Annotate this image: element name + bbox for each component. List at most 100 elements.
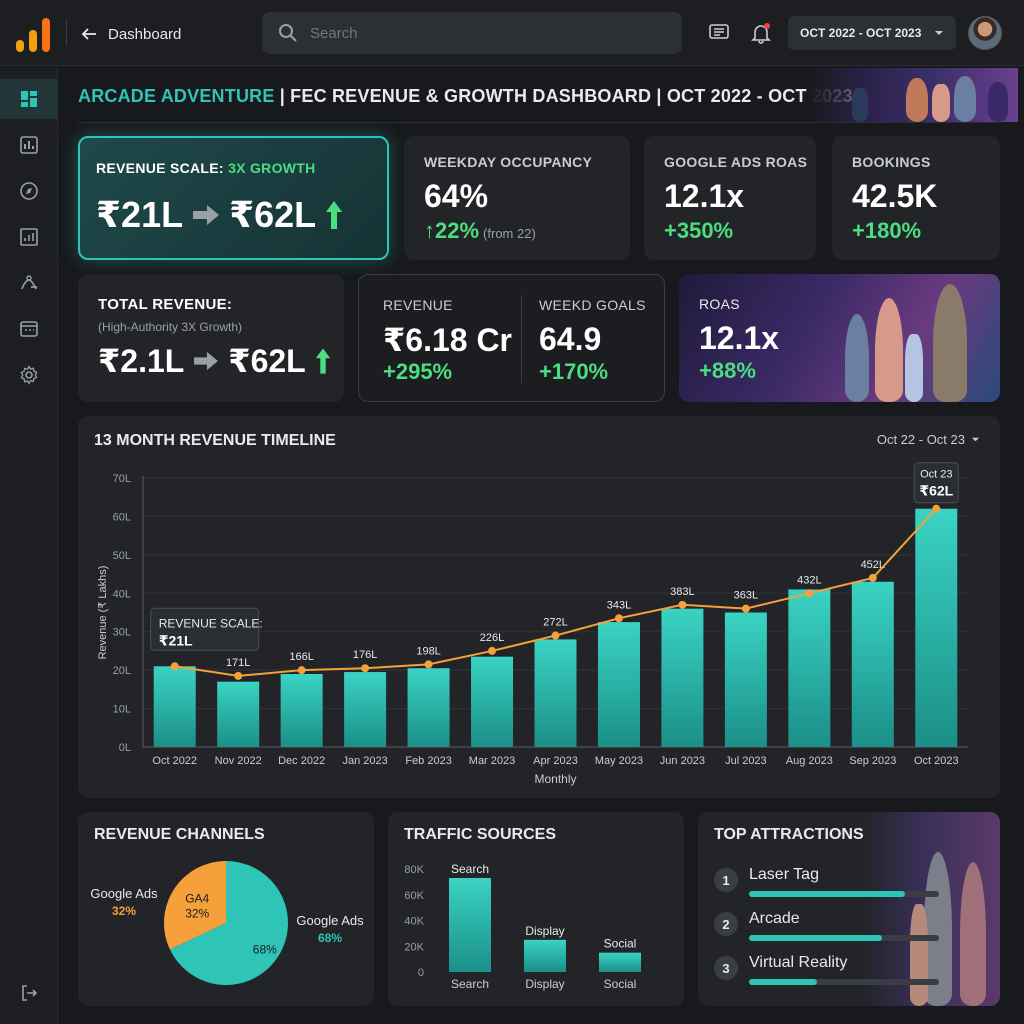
y-tick-label: 30L: [113, 627, 131, 639]
kpi-roas[interactable]: ROAS 12.1x +88%: [679, 274, 1000, 402]
trend-point: [297, 666, 306, 675]
x-tick-label: Oct 2023: [914, 755, 959, 767]
y-tick-label: 0L: [119, 742, 131, 754]
x-tick-label: Mar 2023: [469, 755, 515, 767]
kpi-label: BOOKINGS: [852, 154, 931, 170]
data-label: 198L: [416, 645, 440, 657]
sidebar-item-explore[interactable]: [0, 171, 58, 211]
kpi-bookings[interactable]: BOOKINGS 42.5K +180%: [832, 136, 1000, 260]
trend-point: [805, 589, 814, 598]
arrow-right-icon: [194, 351, 219, 371]
callout-end-box: [913, 462, 959, 504]
kpi-change: +295%: [383, 359, 453, 384]
revenue-timeline-chart: 0L 10L 20L 30L 40L 50L 60L 70L Oct 2022 Nov 2022 1…: [97, 462, 968, 786]
top-attractions-card: TOP ATTRACTIONS 1 Laser Tag 2 Arcade 3 Virtua…: [698, 812, 1000, 1006]
search-icon: [279, 24, 297, 42]
data-label: 432L: [797, 574, 821, 586]
bar: [344, 672, 387, 747]
trend-point: [424, 660, 433, 669]
traffic-sources-card: TRAFFIC SOURCES 0 20K 40K 60K 80K Search Searc…: [388, 812, 684, 1006]
x-tick-label: Jan 2023: [342, 755, 387, 767]
kpi-value: 12.1x: [664, 178, 745, 214]
bar: [599, 952, 641, 972]
kpi-label: ROAS: [699, 296, 740, 312]
logout-button[interactable]: [0, 973, 58, 1013]
data-label: 272L: [543, 617, 567, 629]
search-input[interactable]: [310, 24, 650, 42]
legend-label: Google Ads: [90, 886, 158, 901]
dashboard-title: | FEC REVENUE & GROWTH DASHBOARD | OCT 2…: [274, 86, 853, 106]
bar: [524, 939, 566, 972]
bar: [407, 668, 450, 747]
data-label: Display: [525, 924, 564, 938]
value-to: ₹62L: [228, 343, 306, 379]
growth-accent: 3X GROWTH: [228, 160, 316, 176]
kpi-label: REVENUE: [383, 297, 453, 313]
y-tick-label: 20K: [404, 941, 424, 953]
attraction-bar-track: [749, 935, 939, 941]
kpi-label: GOOGLE ADS ROAS: [664, 154, 808, 170]
kpi-value: 42.5K: [852, 178, 938, 214]
callout-end-value: ₹62L: [919, 483, 953, 499]
slice-label: 68%: [253, 942, 277, 956]
kpi-value: 64%: [424, 178, 489, 214]
y-tick-label: 60L: [113, 511, 131, 523]
back-button[interactable]: Dashboard: [80, 22, 181, 46]
trend-point: [234, 671, 243, 680]
sidebar-item-reports[interactable]: [0, 125, 58, 165]
trend-point: [678, 600, 687, 609]
chart-range-select[interactable]: Oct 22 - Oct 23: [877, 432, 980, 447]
attraction-item[interactable]: 3 Virtual Reality: [714, 952, 944, 992]
arrow-right-icon: [193, 205, 220, 225]
trend-point: [614, 614, 623, 623]
chat-button[interactable]: [708, 22, 730, 44]
kpi-revenue-goals[interactable]: REVENUE ₹6.18 Cr +295% WEEKD GOALS 64.9 …: [358, 274, 665, 402]
value-to: ₹62L: [229, 194, 317, 235]
x-tick-label: Display: [525, 977, 564, 991]
compass-icon: [20, 182, 38, 200]
search-box[interactable]: [262, 12, 682, 54]
sidebar-item-calendar[interactable]: [0, 309, 58, 349]
x-tick-label: May 2023: [595, 755, 643, 767]
date-range-select[interactable]: OCT 2022 - OCT 2023: [788, 16, 956, 50]
kpi-label: REVENUE SCALE: 3X GROWTH: [96, 160, 316, 176]
attraction-name: Virtual Reality: [749, 954, 848, 971]
traffic-sources-chart: 0 20K 40K 60K 80K Search Search Display Display S…: [404, 862, 641, 991]
trend-point: [932, 504, 941, 513]
avatar[interactable]: [968, 16, 1002, 50]
y-axis-label: Revenue (₹ Lakhs): [97, 566, 109, 660]
callout-start-value: ₹21L: [159, 632, 193, 648]
kpi-label: WEEKDAY OCCUPANCY: [424, 154, 593, 170]
sidebar-item-audience[interactable]: [0, 263, 58, 303]
notifications-button[interactable]: [750, 22, 772, 44]
kpi-google-ads-roas[interactable]: GOOGLE ADS ROAS 12.1x +350%: [644, 136, 816, 260]
sidebar-item-dashboard[interactable]: [0, 79, 58, 119]
x-tick-label: Apr 2023: [533, 755, 578, 767]
data-label: 176L: [353, 649, 377, 661]
legend-value: 68%: [318, 931, 342, 945]
data-label: 171L: [226, 657, 250, 669]
chart-title: 13 MONTH REVENUE TIMELINE: [94, 432, 336, 449]
bar: [153, 666, 196, 747]
y-tick-label: 0: [418, 967, 424, 979]
slice-label: GA4: [185, 892, 209, 906]
data-label: 343L: [607, 599, 631, 611]
kpi-revenue-scale[interactable]: REVENUE SCALE: 3X GROWTH ₹21L ₹62L: [78, 136, 389, 260]
logout-icon: [22, 985, 38, 1001]
sidebar-item-settings[interactable]: [0, 355, 58, 395]
kpi-change: +88%: [699, 358, 756, 383]
pie-slice: [164, 861, 226, 950]
attraction-item[interactable]: 2 Arcade: [714, 908, 944, 948]
chart-icon: [20, 228, 38, 246]
kpi-total-revenue[interactable]: TOTAL REVENUE: (High-Authority 3X Growth…: [78, 274, 344, 402]
trend-point: [361, 664, 370, 673]
pie-slice: [169, 861, 288, 985]
kpi-weekday-occupancy[interactable]: WEEKDAY OCCUPANCY 64% ↑22% (from 22): [404, 136, 630, 260]
bell-icon: [751, 23, 771, 44]
sidebar-item-analytics[interactable]: [0, 217, 58, 257]
trend-point: [868, 573, 877, 582]
data-label: 363L: [734, 590, 758, 602]
x-tick-label: Feb 2023: [405, 755, 451, 767]
data-label: 383L: [670, 586, 694, 598]
attraction-item[interactable]: 1 Laser Tag: [714, 864, 944, 904]
